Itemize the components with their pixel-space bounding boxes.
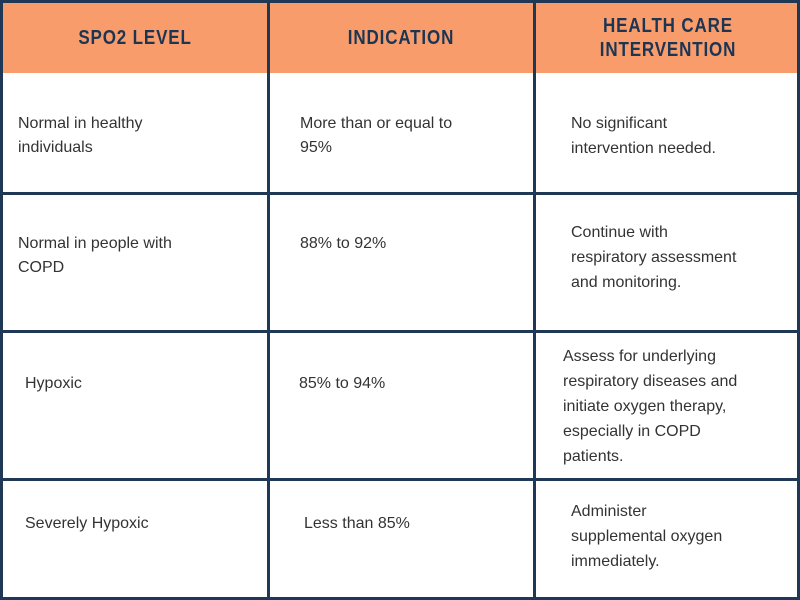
cell-text: 88% to 92%: [300, 235, 387, 252]
cell-text: Hypoxic: [25, 375, 82, 392]
cell-text: No significant: [571, 115, 668, 132]
cell-text: More than or equal to: [300, 115, 453, 132]
cell-text: intervention needed.: [571, 140, 716, 157]
column-divider: [267, 0, 270, 600]
cell-text: individuals: [18, 139, 93, 156]
header-text: SPO2 LEVEL: [78, 27, 192, 49]
header-band: [0, 0, 800, 73]
header-text: INDICATION: [347, 27, 455, 49]
cell-text: 85% to 94%: [299, 375, 386, 392]
column-divider: [533, 0, 536, 600]
cell-text: respiratory assessment: [571, 249, 737, 266]
border: [797, 0, 800, 600]
cell-text: immediately.: [571, 553, 660, 570]
border: [0, 597, 800, 600]
header-text: HEALTH CARE: [603, 15, 733, 37]
cell-text: and monitoring.: [571, 274, 682, 291]
cell-text: respiratory diseases and: [563, 373, 738, 390]
border: [0, 0, 800, 3]
cell-text: initiate oxygen therapy,: [563, 398, 727, 415]
cell-text: Normal in healthy: [18, 115, 143, 132]
cell-text: Less than 85%: [304, 515, 410, 532]
border: [0, 0, 3, 600]
row-divider: [0, 478, 800, 481]
header-text: INTERVENTION: [599, 39, 737, 61]
cell-text: supplemental oxygen: [571, 528, 723, 545]
row-divider: [0, 330, 800, 333]
cell-text: Continue with: [571, 224, 668, 241]
cell-text: Assess for underlying: [563, 348, 716, 365]
cell-text: Severely Hypoxic: [25, 515, 149, 532]
cell-text: 95%: [300, 139, 333, 156]
cell-text: Administer: [571, 503, 647, 520]
cell-text: patients.: [563, 448, 624, 465]
row-divider: [0, 192, 800, 195]
cell-text: Normal in people with: [18, 235, 172, 252]
cell-text: especially in COPD: [563, 423, 701, 440]
cell-text: COPD: [18, 259, 65, 276]
